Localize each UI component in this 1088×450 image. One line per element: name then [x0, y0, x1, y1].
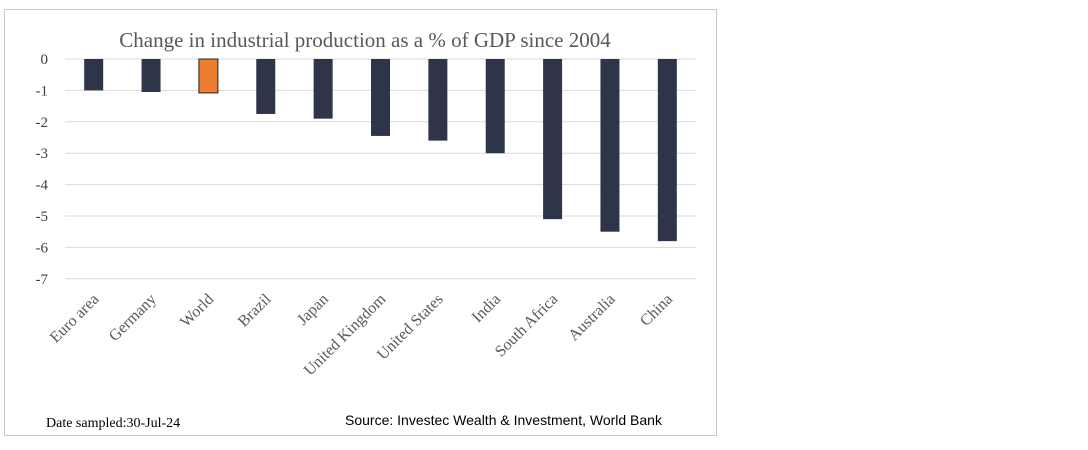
y-tick-label: -6 — [36, 240, 49, 256]
x-tick-label: Japan — [294, 291, 332, 329]
bar-china — [657, 59, 677, 242]
x-tick-label: China — [637, 291, 676, 330]
bar-united-kingdom — [371, 59, 390, 136]
y-tick-label: -1 — [36, 83, 49, 99]
bar-australia — [600, 59, 620, 232]
y-axis-ticks: 0 -1 -2 -3 -4 -5 -6 -7 — [36, 52, 49, 288]
bar-united-states — [428, 59, 448, 141]
x-tick-label: Australia — [565, 291, 618, 344]
bar-japan — [313, 59, 333, 119]
chart-frame — [4, 9, 717, 436]
y-tick-label: -7 — [36, 272, 49, 288]
x-tick-label: World — [177, 291, 217, 331]
x-tick-label: India — [469, 291, 504, 326]
chart-title: Change in industrial production as a % o… — [119, 28, 611, 52]
y-tick-label: 0 — [41, 52, 49, 68]
bar-brazil — [256, 59, 276, 114]
y-tick-label: -5 — [36, 209, 49, 225]
bar-south-africa — [543, 59, 563, 220]
gridlines — [65, 58, 696, 280]
bar-germany — [141, 59, 161, 92]
x-tick-label: Germany — [106, 291, 160, 345]
date-sampled-note: Date sampled:30-Jul-24 — [46, 416, 181, 431]
y-tick-label: -3 — [36, 146, 49, 162]
bars — [84, 58, 677, 242]
source-note: Source: Investec Wealth & Investment, Wo… — [345, 412, 662, 428]
x-tick-label: Brazil — [235, 290, 275, 330]
bar-world — [198, 58, 219, 94]
bar-india — [485, 59, 505, 154]
bar-euro-area — [84, 59, 104, 91]
x-tick-label: Euro area — [47, 291, 103, 347]
y-tick-label: -2 — [36, 115, 49, 131]
y-tick-label: -4 — [36, 178, 49, 194]
